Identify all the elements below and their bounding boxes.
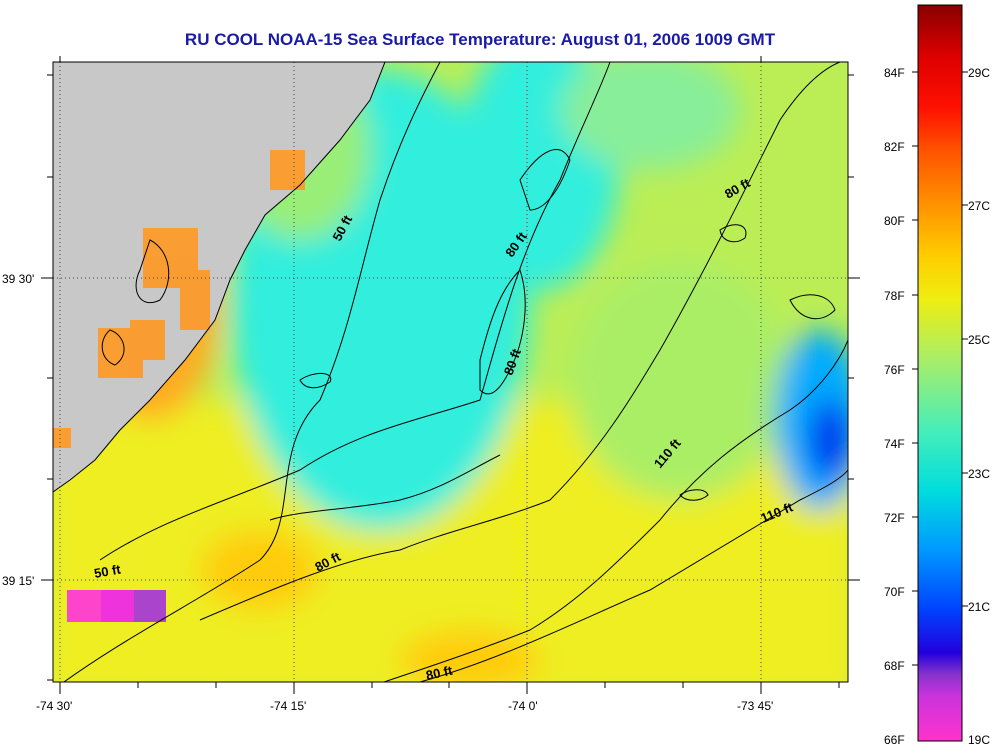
contour-label-80ft-e: 80 ft <box>425 663 455 683</box>
lon-tick-label: -73 45' <box>737 699 773 713</box>
map-title: RU COOL NOAA-15 Sea Surface Temperature:… <box>184 30 776 49</box>
lon-tick-label: -74 0' <box>508 699 538 713</box>
lat-lon-grid <box>53 62 848 682</box>
lon-tick-label: -74 15' <box>270 699 306 713</box>
lat-tick-label: 39 15' <box>2 574 34 588</box>
masked-pixels <box>67 590 166 622</box>
lon-tick-label: -74 30' <box>36 699 72 713</box>
bathymetry-contours <box>53 62 848 682</box>
axis-ticks <box>41 56 860 694</box>
contour-label-50ft-south: 50 ft <box>93 561 123 581</box>
map-frame <box>52 61 849 683</box>
coastal-warm-pixels <box>53 150 305 448</box>
lat-tick-label: 39 30' <box>2 272 34 286</box>
